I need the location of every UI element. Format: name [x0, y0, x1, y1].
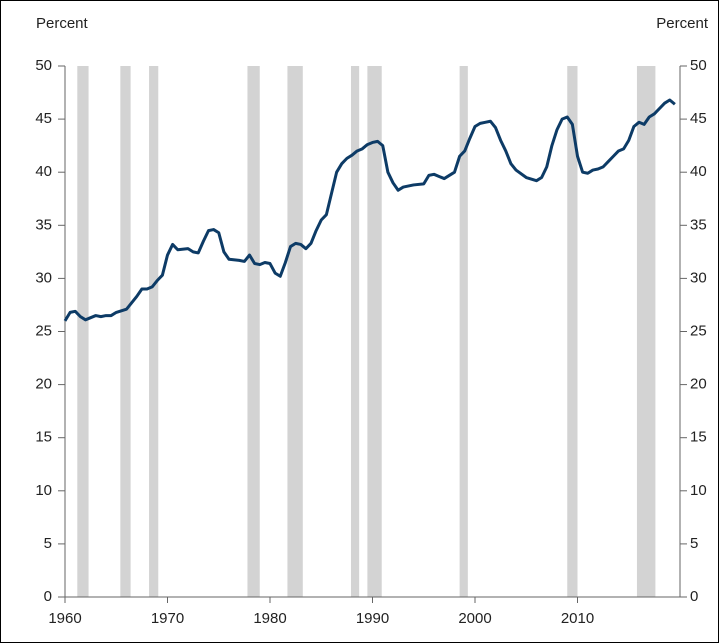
shaded-period	[459, 66, 468, 597]
shaded-period	[636, 66, 656, 597]
y-tick-label: 40	[35, 163, 52, 180]
y2-tick-label: 20	[690, 376, 707, 393]
y-tick-label: 15	[35, 429, 52, 446]
y-tick-label: 20	[35, 376, 52, 393]
shaded-period	[247, 66, 260, 597]
x-tick-label: 1980	[253, 610, 286, 627]
y2-axis-label: Percent	[656, 15, 709, 32]
shaded-period	[350, 66, 360, 597]
shaded-period	[77, 66, 89, 597]
y-tick-label: 0	[44, 588, 52, 605]
data-line	[63, 98, 676, 322]
y2-tick-label: 10	[690, 482, 707, 499]
y2-tick-label: 5	[690, 535, 698, 552]
shaded-period	[287, 66, 303, 597]
y-axis-label: Percent	[36, 15, 89, 32]
x-tick-label: 1990	[356, 610, 389, 627]
shaded-period	[120, 66, 131, 597]
shaded-period	[367, 66, 382, 597]
y-tick-label: 50	[35, 57, 52, 74]
x-tick-label: 1960	[48, 610, 81, 627]
y-tick-label: 30	[35, 269, 52, 286]
y2-tick-label: 25	[690, 322, 707, 339]
y-tick-label: 25	[35, 322, 52, 339]
y2-tick-label: 15	[690, 429, 707, 446]
y-tick-label: 5	[44, 535, 52, 552]
shaded-period	[149, 66, 159, 597]
shaded-period	[567, 66, 578, 597]
y-tick-label: 45	[35, 110, 52, 127]
y2-tick-label: 0	[690, 588, 698, 605]
y2-tick-label: 50	[690, 57, 707, 74]
y2-tick-label: 35	[690, 216, 707, 233]
y-tick-label: 35	[35, 216, 52, 233]
y2-tick-label: 45	[690, 110, 707, 127]
y2-tick-label: 40	[690, 163, 707, 180]
x-tick-label: 1970	[151, 610, 184, 627]
y-tick-label: 10	[35, 482, 52, 499]
y2-tick-label: 30	[690, 269, 707, 286]
x-tick-label: 2010	[561, 610, 594, 627]
x-tick-label: 2000	[458, 610, 491, 627]
